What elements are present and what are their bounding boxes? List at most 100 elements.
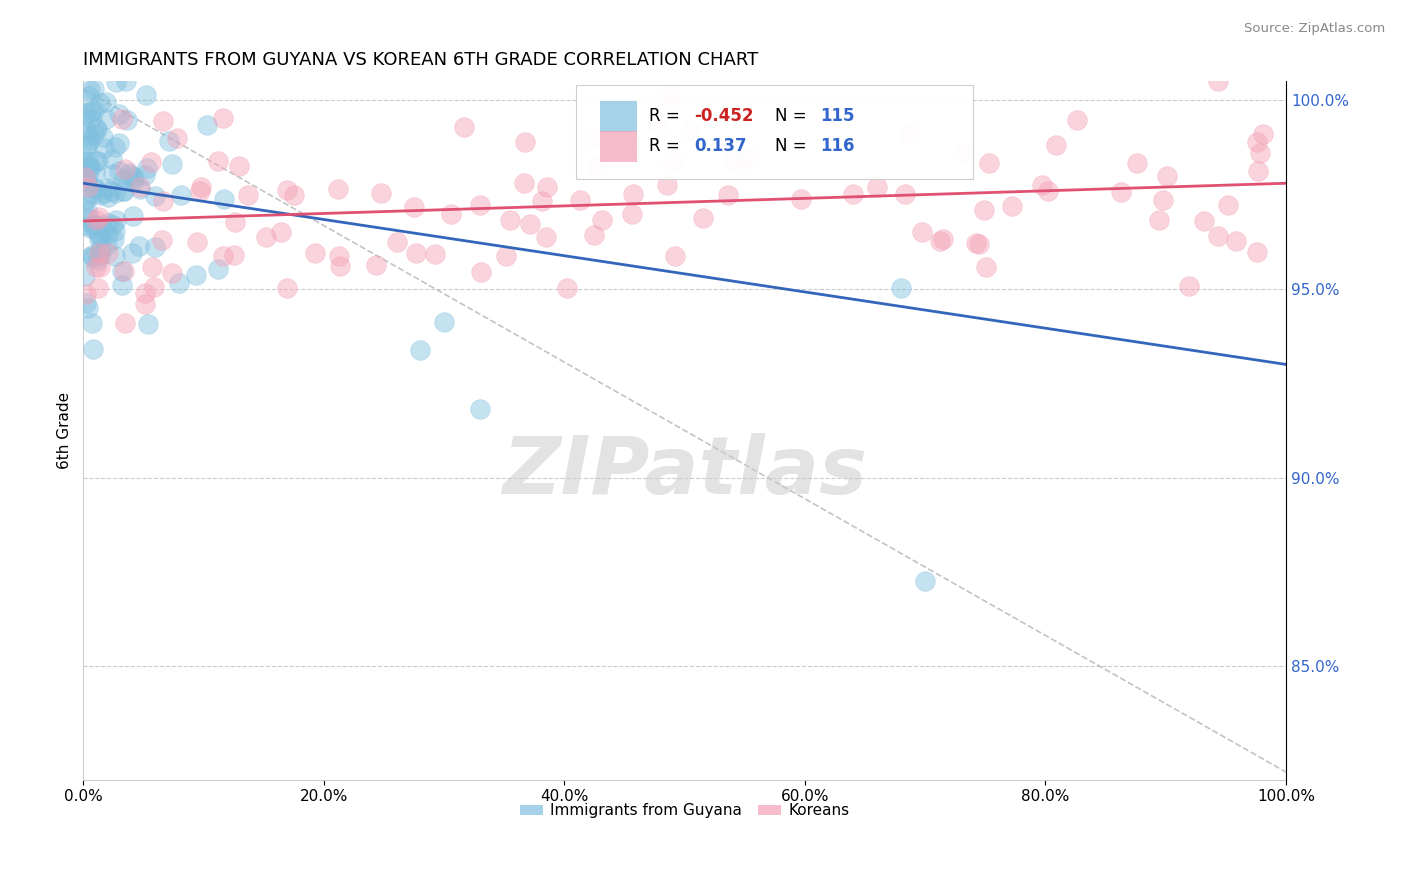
Point [842,186,865,201]
Point [211,112,233,126]
Point [661,154,683,169]
Point [468,198,491,212]
Point [73,197,96,211]
Point [75,124,97,138]
Point [898,127,921,141]
Point [141,260,163,274]
Point [974,260,997,275]
Point [470,264,492,278]
Point [87,252,110,267]
Point [136,317,159,331]
Point [89,248,111,262]
Point [122,170,145,185]
Point [364,258,387,272]
Text: 115: 115 [821,107,855,125]
Point [75,286,97,301]
Point [236,188,259,202]
Point [96,238,118,252]
Point [129,181,152,195]
Point [114,264,136,278]
Point [77,180,100,194]
Point [620,207,643,221]
Point [404,200,426,214]
Point [890,281,912,295]
Point [79,83,101,97]
Point [90,241,112,255]
Point [135,88,157,103]
Point [80,247,103,261]
Point [222,248,245,262]
Point [929,234,952,248]
Point [103,225,125,239]
Point [453,120,475,134]
Point [91,129,114,144]
Point [659,88,682,103]
Point [328,249,350,263]
Point [515,135,537,149]
Point [75,159,97,173]
Point [73,109,96,123]
Point [136,161,159,176]
Point [97,246,120,260]
FancyBboxPatch shape [600,101,637,132]
Point [1066,113,1088,128]
Point [79,133,101,147]
Point [79,159,101,173]
Point [90,186,112,200]
Point [385,235,408,249]
Point [145,239,167,253]
Point [104,213,127,227]
Point [409,343,432,358]
Point [1218,198,1240,212]
Point [160,156,183,170]
Point [914,574,936,588]
Point [152,194,174,208]
Point [1001,199,1024,213]
Point [1147,212,1170,227]
Point [1126,156,1149,170]
Point [647,117,669,131]
Point [207,261,229,276]
Point [80,112,103,126]
Point [495,249,517,263]
Point [117,166,139,180]
Point [1109,185,1132,199]
Text: R =: R = [648,137,685,155]
Point [120,168,142,182]
Point [738,152,761,166]
Point [84,260,107,274]
Point [87,211,110,225]
Point [80,104,103,119]
Point [103,186,125,200]
Point [77,301,100,315]
Point [104,139,127,153]
Point [134,168,156,182]
Point [129,180,152,194]
Point [932,232,955,246]
Point [866,180,889,194]
Point [186,235,208,249]
Point [499,212,522,227]
Point [1249,146,1271,161]
Point [664,249,686,263]
Point [328,260,350,274]
Point [160,266,183,280]
Point [79,160,101,174]
Point [94,112,117,126]
Point [1152,194,1174,208]
Point [326,182,349,196]
Point [108,107,131,121]
Point [84,154,107,169]
Point [188,184,211,198]
Point [423,247,446,261]
Point [1247,164,1270,178]
Point [150,233,173,247]
Point [112,171,135,186]
Point [1192,214,1215,228]
Point [1038,185,1060,199]
FancyBboxPatch shape [600,130,637,162]
Point [90,219,112,234]
Text: N =: N = [775,107,811,125]
Point [115,112,138,127]
Point [76,175,98,189]
